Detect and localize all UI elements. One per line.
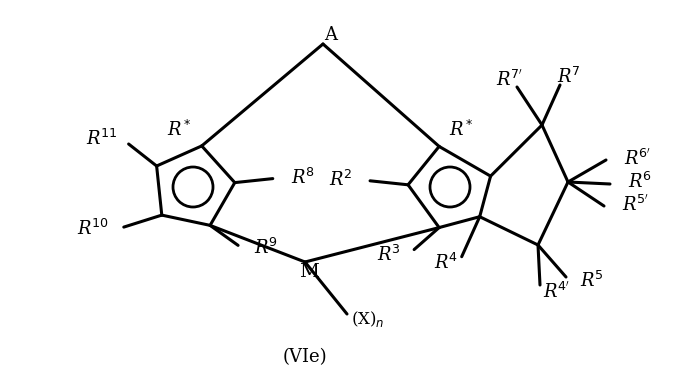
- Text: (VIe): (VIe): [283, 348, 327, 366]
- Text: R$^2$: R$^2$: [329, 170, 352, 190]
- Text: R$^7$: R$^7$: [556, 67, 579, 87]
- Text: R$^{5'}$: R$^{5'}$: [622, 194, 648, 215]
- Text: R$^{4'}$: R$^{4'}$: [543, 280, 570, 301]
- Text: R$^9$: R$^9$: [254, 238, 277, 258]
- Text: (X)$_n$: (X)$_n$: [351, 309, 385, 329]
- Text: R$^*$: R$^*$: [449, 120, 473, 141]
- Text: R$^6$: R$^6$: [628, 172, 651, 192]
- Text: R$^{10}$: R$^{10}$: [77, 219, 107, 239]
- Text: R$^4$: R$^4$: [434, 253, 457, 273]
- Text: R$^*$: R$^*$: [168, 120, 192, 140]
- Text: M: M: [299, 263, 319, 281]
- Text: A: A: [325, 26, 338, 44]
- Text: R$^3$: R$^3$: [377, 244, 400, 265]
- Text: R$^{6'}$: R$^{6'}$: [624, 147, 651, 168]
- Text: R$^8$: R$^8$: [291, 168, 314, 188]
- Text: R$^5$: R$^5$: [580, 271, 603, 291]
- Text: R$^{7'}$: R$^{7'}$: [496, 68, 522, 89]
- Text: R$^{11}$: R$^{11}$: [86, 129, 117, 149]
